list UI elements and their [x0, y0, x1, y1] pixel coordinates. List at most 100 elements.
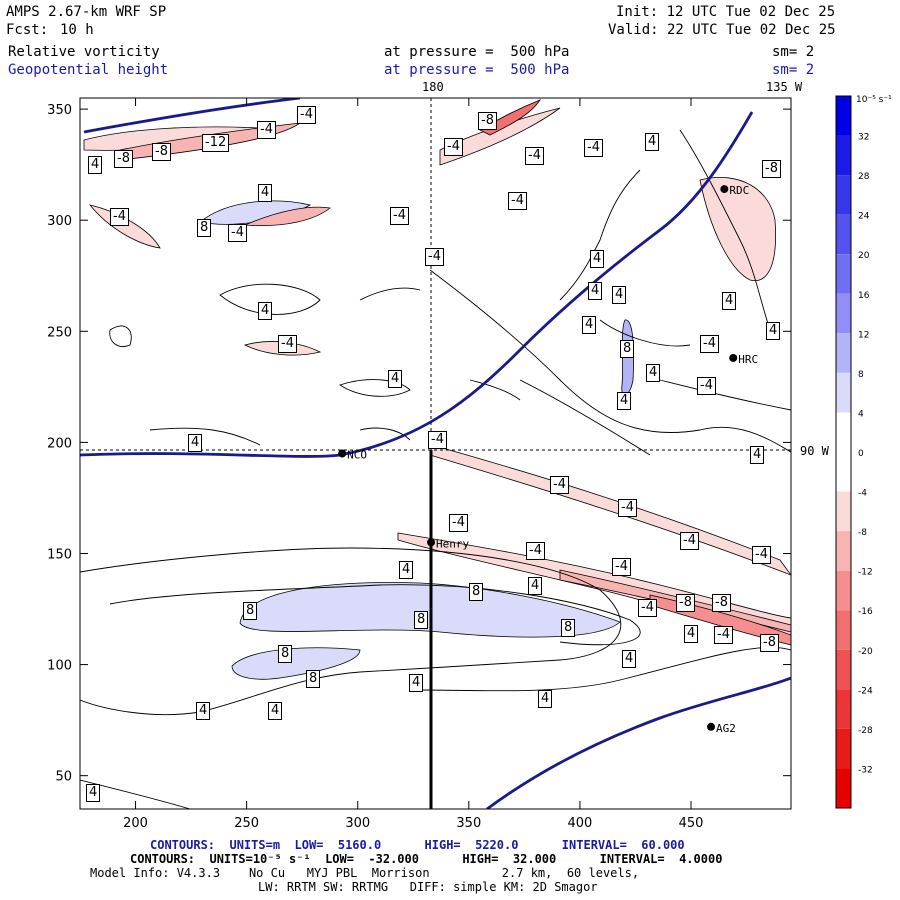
contour-value-label: -4: [297, 106, 316, 124]
contour-value-label: -4: [526, 542, 545, 560]
colorbar-band-8: [836, 412, 851, 452]
contour-value-label: -8: [478, 112, 497, 130]
colorbar-level-4: 16: [858, 291, 870, 301]
vorticity-fill-4: [429, 444, 791, 576]
x-tick-label-300: 300: [345, 816, 370, 831]
contour-value-label: -4: [278, 335, 297, 353]
vorticity-contour-4: [338, 379, 411, 397]
vorticity-contour-10: [679, 129, 771, 331]
station-label-AG2: AG2: [716, 722, 736, 735]
contour-value-label: 4: [588, 282, 603, 300]
vorticity-contour-2: [419, 646, 791, 692]
contour-value-label: -4: [697, 377, 716, 395]
colorbar-band-2: [836, 175, 851, 215]
contour-value-label: 8: [469, 583, 484, 601]
colorbar-band-4: [836, 254, 851, 294]
field2-name: Geopotential height: [8, 62, 169, 78]
colorbar-level-2: 24: [858, 212, 870, 222]
contour-value-label: 4: [622, 650, 637, 668]
height-contour-info: CONTOURS: UNITS=m LOW= 5160.0 HIGH= 5220…: [150, 838, 685, 852]
model-info: Model Info: V4.3.3 No Cu MYJ PBL Morriso…: [90, 866, 640, 880]
contour-value-label: 4: [528, 577, 543, 595]
field1-level: at pressure = 500 hPa: [384, 44, 570, 60]
contour-value-label: 4: [612, 286, 627, 304]
contour-value-label: 4: [258, 302, 273, 320]
station-marker-NCO: [338, 449, 347, 458]
contour-value-label: 8: [243, 602, 258, 620]
lon-135w-label: 135 W: [766, 80, 803, 94]
colorbar-level-6: 8: [858, 370, 864, 380]
contour-value-label: -8: [762, 160, 781, 178]
contour-value-label: -4: [618, 499, 637, 517]
contour-value-label: 4: [86, 784, 101, 802]
contour-value-label: -4: [257, 121, 276, 139]
colorbar-band-6: [836, 333, 851, 373]
vorticity-fill-13: [699, 177, 776, 282]
colorbar-level-0: 32: [858, 133, 869, 143]
station-label-RDC: RDC: [729, 184, 749, 197]
contour-value-label: -4: [110, 208, 129, 226]
colorbar-level-10: -8: [858, 528, 867, 538]
vorticity-contour-15: [149, 427, 261, 446]
x-tick-label-400: 400: [568, 816, 593, 831]
y-tick-label-100: 100: [47, 659, 72, 674]
colorbar-band-12: [836, 570, 851, 611]
colorbar-level-14: -24: [858, 686, 873, 696]
contour-value-label: -4: [700, 335, 719, 353]
colorbar-band-11: [836, 531, 851, 571]
contour-value-label: 4: [645, 133, 660, 151]
x-tick-label-200: 200: [123, 816, 148, 831]
vorticity-contour-8: [80, 779, 191, 809]
contour-value-label: 8: [561, 619, 576, 637]
contour-value-label: 8: [306, 670, 321, 688]
colorbar-level-8: 0: [858, 449, 864, 459]
station-label-Henry: Henry: [436, 537, 469, 550]
vorticity-contour-12: [599, 319, 691, 347]
colorbar-level-11: -12: [858, 568, 873, 578]
contour-value-label: -4: [752, 546, 771, 564]
contour-value-label: -4: [390, 207, 409, 225]
valid-time: Valid: 22 UTC Tue 02 Dec 25: [608, 22, 836, 38]
contour-value-label: -12: [202, 134, 230, 152]
vorticity-contour-9: [559, 169, 641, 301]
contour-value-label: 4: [617, 392, 632, 410]
y-tick-label-200: 200: [47, 436, 72, 451]
colorbar-band-17: [836, 768, 851, 808]
contour-value-label: 8: [278, 645, 293, 663]
vorticity-contour-3: [219, 283, 321, 315]
height-contour-1: [80, 111, 754, 458]
contour-value-label: 4: [399, 561, 414, 579]
station-marker-RDC: [720, 185, 729, 194]
contour-value-label: -4: [680, 532, 699, 550]
y-tick-label-300: 300: [47, 214, 72, 229]
station-label-HRC: HRC: [738, 353, 758, 366]
colorbar-level-13: -20: [858, 647, 873, 657]
colorbar-band-15: [836, 689, 851, 729]
field1-name: Relative vorticity: [8, 44, 160, 60]
contour-value-label: -4: [714, 626, 733, 644]
contour-value-label: -8: [152, 143, 171, 161]
colorbar-band-14: [836, 649, 851, 690]
contour-value-label: 8: [620, 340, 635, 358]
vorticity-contour-7: [519, 379, 651, 456]
contour-value-label: -4: [425, 248, 444, 266]
contour-value-label: 4: [646, 364, 661, 382]
colorbar-band-7: [836, 372, 851, 413]
contour-value-label: 4: [722, 292, 737, 310]
vorticity-fill-14: [244, 206, 331, 226]
contour-value-label: 4: [684, 625, 699, 643]
colorbar-band-5: [836, 293, 851, 334]
station-marker-HRC: [729, 353, 738, 362]
colorbar-band-3: [836, 214, 851, 255]
colorbar-band-1: [836, 135, 851, 176]
colorbar-band-0: [836, 96, 851, 136]
contour-value-label: 4: [196, 702, 211, 720]
vorticity-contour-0: [80, 547, 622, 716]
contour-value-label: -8: [760, 634, 779, 652]
contour-value-label: 4: [388, 370, 403, 388]
colorbar-level-9: -4: [858, 489, 867, 499]
vorticity-contour-5: [109, 325, 132, 347]
model-title: AMPS 2.67-km WRF SP: [6, 4, 167, 20]
y-tick-label-250: 250: [47, 325, 72, 340]
